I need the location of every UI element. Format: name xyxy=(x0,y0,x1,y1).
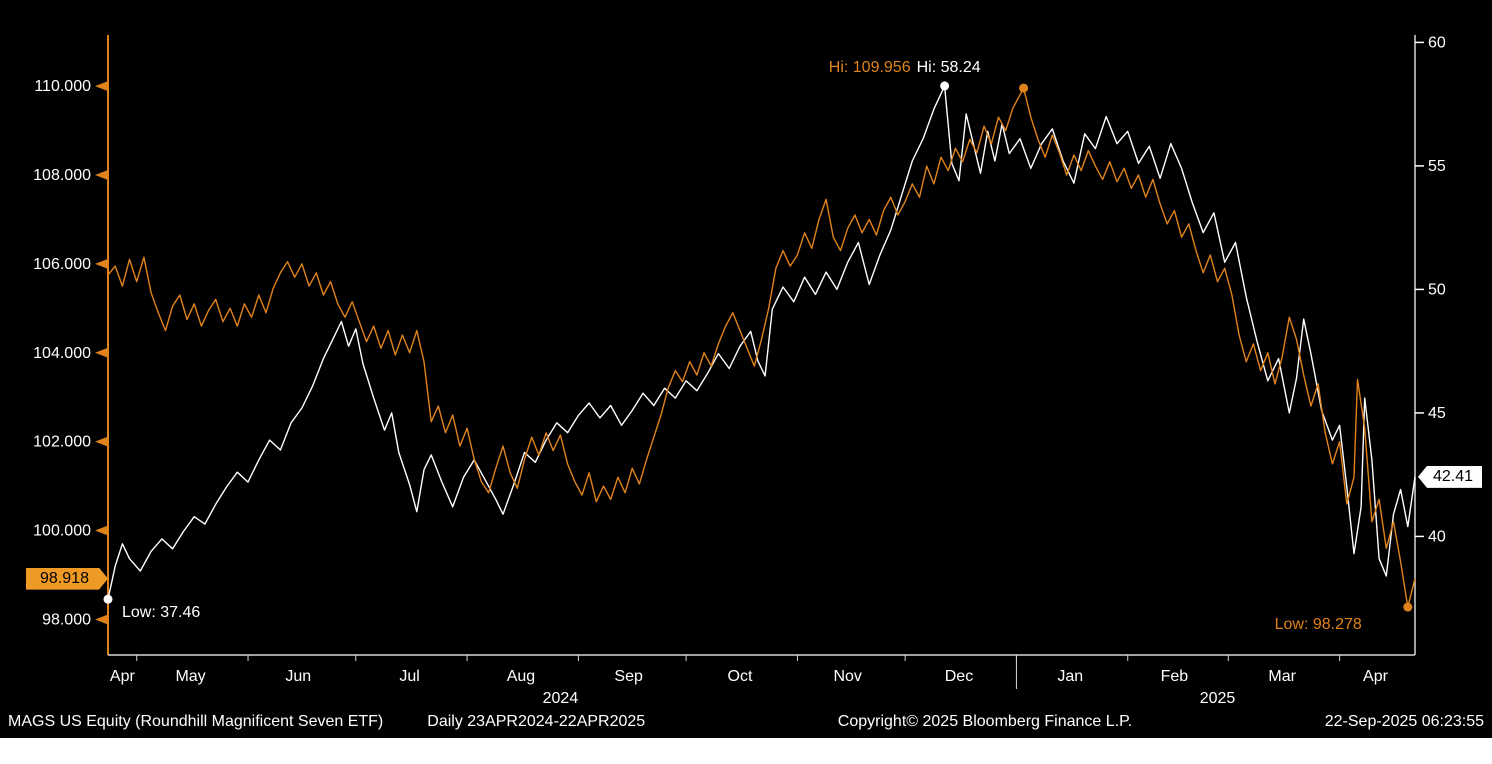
svg-text:55: 55 xyxy=(1428,158,1446,175)
svg-text:Apr: Apr xyxy=(1363,668,1389,685)
svg-text:Oct: Oct xyxy=(728,668,753,685)
svg-text:Jul: Jul xyxy=(399,668,419,685)
svg-text:108.000: 108.000 xyxy=(33,167,91,184)
svg-text:Dec: Dec xyxy=(945,668,973,685)
svg-text:100.000: 100.000 xyxy=(33,523,91,540)
right-axis-last-value-badge: 42.41 xyxy=(1418,465,1482,488)
security-description: MAGS US Equity (Roundhill Magnificent Se… xyxy=(8,713,384,730)
bloomberg-terminal-chart-window: 98.000 100.000 102.000 104.000 106.000 108.00… xyxy=(0,0,1492,738)
svg-text:104.000: 104.000 xyxy=(33,345,91,362)
left-axis-last-value-badge: 98.918 xyxy=(26,568,108,590)
svg-text:2025: 2025 xyxy=(1200,690,1236,706)
svg-text:Jun: Jun xyxy=(285,668,311,685)
footer-left-group: MAGS US Equity (Roundhill Magnificent Se… xyxy=(8,713,645,731)
svg-text:60: 60 xyxy=(1428,34,1446,51)
price-chart-canvas[interactable]: 98.000 100.000 102.000 104.000 106.000 108.00… xyxy=(0,0,1492,707)
annotation-low-white: Low: 37.46 xyxy=(122,604,201,622)
footer-timestamp: 22-Sep-2025 06:23:55 xyxy=(1324,713,1484,730)
chart-period: Daily 23APR2024-22APR2025 xyxy=(427,713,646,730)
svg-text:Aug: Aug xyxy=(507,668,535,685)
svg-text:Jan: Jan xyxy=(1057,668,1083,685)
svg-text:Sep: Sep xyxy=(614,668,643,685)
svg-text:Nov: Nov xyxy=(833,668,861,685)
svg-text:110.000: 110.000 xyxy=(34,78,91,95)
svg-text:Apr: Apr xyxy=(110,668,136,685)
svg-text:Feb: Feb xyxy=(1161,668,1189,685)
svg-text:45: 45 xyxy=(1428,405,1446,422)
svg-text:Mar: Mar xyxy=(1268,668,1296,685)
copyright-notice: Copyright© 2025 Bloomberg Finance L.P. xyxy=(837,713,1133,730)
annotation-high-white: Hi: 58.24 xyxy=(916,58,981,76)
annotation-high-orange: Hi: 109.956 xyxy=(828,58,911,76)
svg-text:102.000: 102.000 xyxy=(33,434,91,451)
svg-text:98.000: 98.000 xyxy=(42,611,91,628)
svg-text:40: 40 xyxy=(1428,528,1446,545)
svg-text:50: 50 xyxy=(1428,281,1446,298)
annotation-low-orange: Low: 98.278 xyxy=(1274,616,1362,634)
svg-text:May: May xyxy=(175,668,205,685)
svg-text:2024: 2024 xyxy=(543,690,579,706)
chart-footer: MAGS US Equity (Roundhill Magnificent Se… xyxy=(0,706,1492,738)
svg-text:106.000: 106.000 xyxy=(33,256,91,273)
